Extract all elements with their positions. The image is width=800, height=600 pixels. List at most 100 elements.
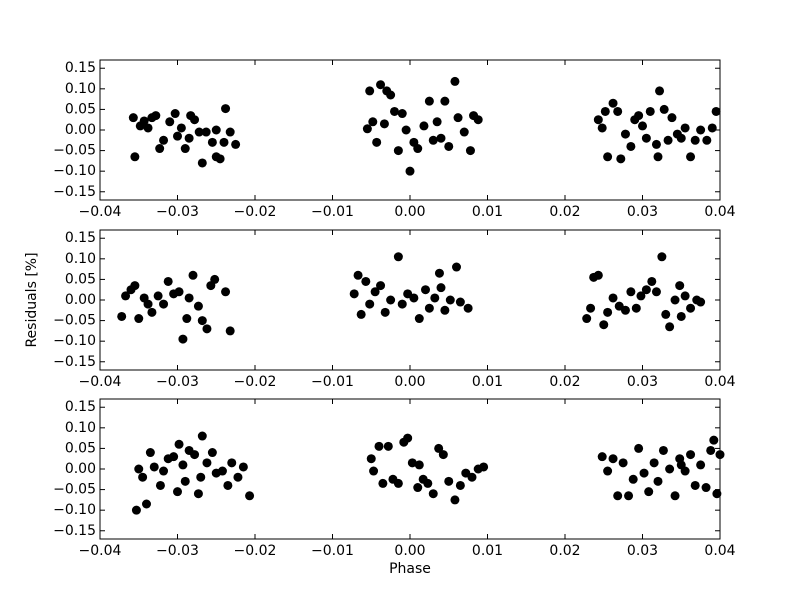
data-point: [178, 460, 188, 470]
subplot: −0.04 −0.03 −0.02 −0.01 0.00 0.01 0.02 0.03 0.04…: [24, 229, 736, 390]
data-point: [238, 462, 248, 472]
data-point: [370, 287, 380, 297]
data-point: [709, 435, 719, 445]
data-point: [428, 489, 438, 499]
data-point: [378, 478, 388, 488]
data-point: [207, 137, 217, 147]
x-tick-label: 0.02: [549, 204, 580, 220]
data-point: [405, 166, 415, 176]
data-point: [190, 450, 200, 460]
data-point: [657, 252, 667, 262]
data-point: [421, 285, 430, 295]
y-tick-label: 0.05: [65, 440, 96, 456]
data-point: [143, 123, 153, 133]
data-point: [434, 443, 444, 453]
data-point: [444, 476, 454, 486]
data-point: [613, 491, 623, 501]
data-point: [196, 472, 206, 482]
data-point: [202, 324, 212, 334]
data-point: [624, 491, 634, 501]
y-axis-label: Residuals [%]: [24, 252, 40, 347]
y-tick-label: −0.10: [53, 333, 96, 349]
data-point: [424, 303, 434, 313]
data-point: [616, 154, 626, 164]
data-point: [409, 293, 419, 303]
data-point: [414, 314, 424, 324]
x-tick-label: 0.04: [704, 204, 735, 220]
data-point: [634, 111, 644, 121]
x-tick-label: −0.03: [156, 374, 199, 390]
data-point: [453, 113, 463, 123]
data-point: [173, 131, 182, 141]
data-point: [690, 135, 700, 145]
data-point: [706, 445, 716, 455]
x-tick-label: −0.04: [79, 204, 122, 220]
data-point: [221, 287, 231, 297]
data-point: [159, 466, 169, 476]
data-point: [608, 454, 618, 464]
data-point: [169, 452, 179, 462]
data-point: [655, 86, 665, 96]
data-point: [134, 314, 144, 324]
data-point: [670, 491, 680, 501]
data-point: [663, 135, 673, 145]
x-tick-label: 0.03: [627, 374, 658, 390]
data-point: [680, 291, 690, 301]
data-point: [365, 86, 375, 96]
x-tick-label: −0.02: [234, 204, 277, 220]
data-point: [707, 123, 717, 133]
x-tick-label: −0.01: [311, 543, 354, 559]
data-point: [628, 474, 638, 484]
x-tick-label: −0.01: [311, 374, 354, 390]
x-tick-label: −0.04: [79, 374, 122, 390]
data-point: [117, 311, 127, 321]
data-point: [593, 115, 603, 125]
y-tick-label: 0.00: [65, 461, 96, 477]
data-point: [130, 152, 140, 162]
data-point: [473, 115, 483, 125]
data-point: [702, 135, 712, 145]
y-tick-label: −0.10: [53, 502, 96, 518]
data-point: [397, 109, 407, 119]
data-point: [665, 322, 675, 332]
data-point: [459, 127, 469, 137]
y-tick-label: −0.05: [53, 313, 96, 329]
x-tick-label: 0.04: [704, 374, 735, 390]
data-point: [675, 281, 685, 291]
data-point: [393, 478, 403, 488]
data-point: [393, 146, 403, 156]
data-point: [686, 303, 696, 313]
data-point: [597, 452, 607, 462]
y-tick-label: 0.00: [65, 122, 96, 138]
data-point: [201, 127, 211, 137]
subplot: −0.04 −0.03 −0.02 −0.01 0.00 0.01 0.02 0.03 0.04…: [53, 398, 736, 577]
data-point: [680, 123, 690, 133]
x-tick-label: 0.02: [549, 543, 580, 559]
data-point: [430, 293, 440, 303]
data-point: [647, 276, 657, 286]
data-point: [653, 152, 663, 162]
data-point: [374, 441, 384, 451]
data-point: [147, 307, 157, 317]
data-point: [452, 262, 461, 272]
data-point: [180, 144, 190, 154]
data-point: [414, 460, 424, 470]
data-point: [121, 291, 131, 301]
data-point: [225, 326, 235, 336]
data-point: [676, 133, 686, 143]
data-point: [245, 491, 255, 501]
data-point: [450, 76, 460, 86]
data-point: [701, 483, 711, 493]
data-point: [182, 314, 192, 324]
data-point: [215, 154, 225, 164]
data-point: [711, 106, 721, 116]
x-tick-label: 0.04: [704, 543, 735, 559]
data-point: [436, 283, 446, 293]
data-point: [142, 499, 151, 509]
data-point: [190, 115, 200, 125]
data-point: [383, 441, 393, 451]
data-point: [634, 443, 644, 453]
data-point: [407, 458, 417, 468]
data-point: [376, 281, 386, 291]
data-point: [386, 90, 396, 100]
